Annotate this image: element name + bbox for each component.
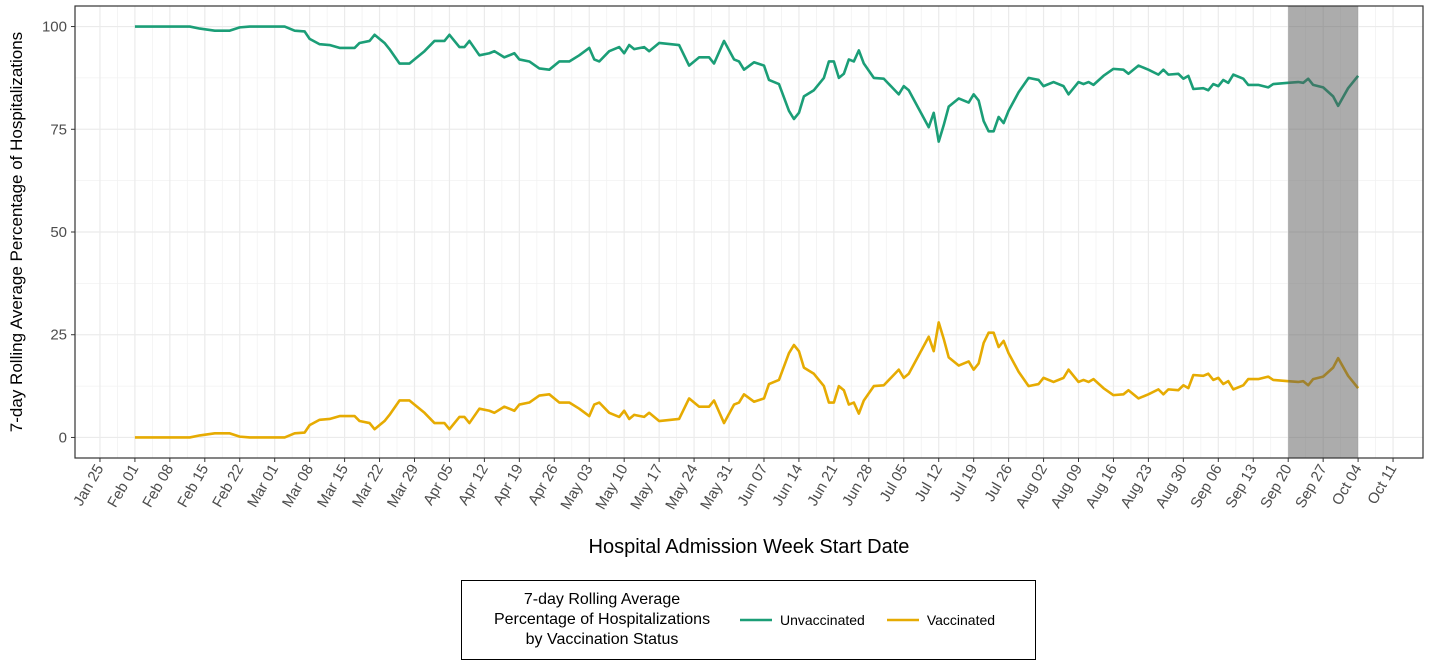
x-tick-label: Aug 30 [1152, 462, 1190, 512]
x-tick-label: Mar 08 [279, 462, 317, 511]
x-tick-label: Apr 26 [525, 462, 562, 509]
x-tick-label: Jun 21 [804, 462, 841, 510]
x-tick-label: Oct 11 [1364, 462, 1400, 508]
x-tick-label: Jun 07 [734, 462, 771, 510]
y-axis-title: 7-day Rolling Average Percentage of Hosp… [7, 32, 26, 432]
x-tick-label: May 03 [557, 462, 596, 513]
x-tick-label: May 17 [627, 462, 666, 513]
x-tick-label: Sep 13 [1222, 462, 1260, 512]
x-tick-label: Aug 23 [1117, 462, 1155, 512]
legend-swatch [740, 618, 772, 622]
x-tick-label: Apr 12 [455, 462, 492, 509]
y-tick-label: 75 [50, 121, 67, 138]
legend-item: Unvaccinated [740, 612, 865, 628]
x-tick-label: Jun 28 [839, 462, 876, 510]
chart: 7-day Rolling Average Percentage of Hosp… [7, 5, 1424, 558]
x-tick-label: Apr 19 [490, 462, 527, 509]
x-tick-label: May 31 [697, 462, 736, 513]
x-tick-label: Mar 22 [349, 462, 387, 511]
x-tick-label: Mar 29 [384, 462, 422, 511]
x-tick-label: Feb 15 [174, 462, 212, 511]
x-tick-label: Sep 20 [1257, 462, 1295, 512]
shaded-period [1288, 6, 1359, 458]
x-tick-label: Aug 02 [1013, 462, 1051, 512]
legend-keys: Unvaccinated Vaccinated [718, 612, 995, 628]
y-tick-label: 0 [59, 429, 67, 446]
x-tick-label: Feb 08 [139, 462, 177, 511]
y-tick-label: 25 [50, 327, 67, 344]
x-tick-label: Jun 14 [769, 462, 806, 510]
x-tick-label: Jul 05 [876, 462, 911, 505]
legend-label: Vaccinated [926, 612, 996, 628]
y-tick-label: 100 [42, 19, 67, 36]
x-tick-label: Aug 16 [1082, 462, 1120, 512]
plot-border [74, 5, 1424, 459]
x-tick-label: Jul 12 [911, 462, 946, 505]
x-tick-label: Jul 19 [946, 462, 981, 505]
legend-swatch [886, 618, 919, 622]
legend: 7-day Rolling Average Percentage of Hosp… [461, 580, 1036, 660]
y-tick-label: 50 [50, 224, 67, 241]
series-line [134, 25, 1360, 143]
x-tick-label: Feb 22 [209, 462, 247, 511]
x-tick-label: Oct 04 [1329, 462, 1366, 509]
x-tick-label: Feb 01 [104, 462, 142, 511]
x-tick-label: May 10 [592, 462, 631, 513]
x-tick-label: Sep 06 [1187, 462, 1225, 512]
x-tick-label: Apr 05 [420, 462, 457, 509]
x-tick-label: Mar 15 [314, 462, 352, 511]
x-tick-label: Jul 26 [981, 461, 1016, 504]
legend-label: Unvaccinated [780, 612, 865, 628]
legend-title: 7-day Rolling Average Percentage of Hosp… [493, 591, 711, 648]
x-tick-label: Aug 09 [1047, 462, 1085, 512]
x-tick-label: Mar 01 [244, 462, 282, 511]
x-tick-label: Sep 27 [1292, 462, 1330, 512]
x-tick-label: May 24 [662, 462, 701, 513]
x-axis-title: Hospital Admission Week Start Date [589, 536, 910, 558]
x-tick-label: Jan 25 [70, 462, 107, 510]
legend-item: Vaccinated [886, 612, 996, 628]
series-line [134, 321, 1360, 439]
